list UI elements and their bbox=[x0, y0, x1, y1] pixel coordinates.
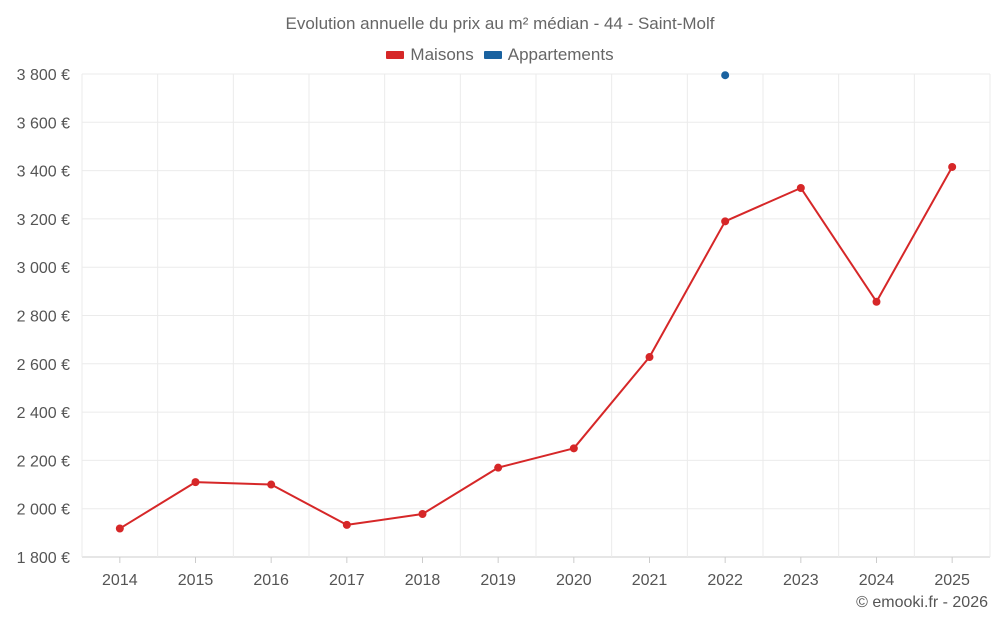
x-tick-label-2024: 2024 bbox=[859, 572, 895, 589]
x-tick-label-2023: 2023 bbox=[783, 572, 819, 589]
x-axis: 2014 2015 2016 2017 2018 2019 2020 2021 2022 2023… bbox=[102, 557, 970, 589]
legend-item-maisons[interactable]: Maisons bbox=[386, 45, 474, 65]
data-point-maisons-2019 bbox=[494, 463, 503, 472]
x-tick-label-2025: 2025 bbox=[934, 572, 970, 589]
data-point-appartements-2022 bbox=[721, 71, 730, 80]
data-point-maisons-2024 bbox=[872, 297, 881, 306]
legend-label-appartements: Appartements bbox=[507, 45, 614, 64]
y-axis: 1 800 € 2 000 € 2 200 € 2 400 € 2 600 € 2 800… bbox=[17, 67, 70, 567]
chart-title: Evolution annuelle du prix au m² médian … bbox=[285, 14, 715, 33]
y-tick-label-2800: 2 800 € bbox=[17, 309, 70, 326]
data-point-maisons-2021 bbox=[645, 353, 654, 362]
y-tick-label-2400: 2 400 € bbox=[17, 405, 70, 422]
y-tick-label-3200: 3 200 € bbox=[17, 212, 70, 229]
data-point-maisons-2016 bbox=[267, 480, 276, 489]
data-point-maisons-2018 bbox=[418, 510, 427, 519]
y-tick-label-3400: 3 400 € bbox=[17, 164, 70, 181]
x-tick-label-2016: 2016 bbox=[253, 572, 289, 589]
legend-label-maisons: Maisons bbox=[410, 45, 474, 64]
x-tick-label-2018: 2018 bbox=[405, 572, 441, 589]
credit-text: © emooki.fr - 2026 bbox=[856, 594, 988, 611]
data-point-maisons-2020 bbox=[569, 444, 578, 453]
data-point-maisons-2025 bbox=[948, 162, 957, 171]
legend-swatch-maisons bbox=[386, 51, 405, 59]
y-tick-label-2600: 2 600 € bbox=[17, 357, 70, 374]
x-tick-label-2020: 2020 bbox=[556, 572, 592, 589]
legend: Maisons Appartements bbox=[0, 45, 1000, 65]
series-line-maisons bbox=[119, 166, 954, 530]
x-tick-label-2022: 2022 bbox=[707, 572, 743, 589]
data-point-maisons-2015 bbox=[191, 478, 200, 487]
y-tick-label-1800: 1 800 € bbox=[17, 550, 70, 567]
data-point-maisons-2017 bbox=[342, 520, 351, 529]
series-layer bbox=[115, 71, 957, 533]
data-point-maisons-2014 bbox=[115, 524, 124, 533]
y-tick-label-2200: 2 200 € bbox=[17, 453, 70, 470]
x-tick-label-2021: 2021 bbox=[632, 572, 668, 589]
x-tick-label-2014: 2014 bbox=[102, 572, 138, 589]
y-tick-label-3600: 3 600 € bbox=[17, 115, 70, 132]
grid bbox=[81, 73, 991, 558]
y-tick-label-3800: 3 800 € bbox=[17, 67, 70, 84]
legend-item-appartements[interactable]: Appartements bbox=[483, 45, 614, 65]
legend-swatch-appartements bbox=[483, 51, 502, 59]
y-tick-label-3000: 3 000 € bbox=[17, 260, 70, 277]
data-point-maisons-2022 bbox=[721, 217, 730, 226]
x-tick-label-2019: 2019 bbox=[480, 572, 516, 589]
y-tick-label-2000: 2 000 € bbox=[17, 502, 70, 519]
x-tick-label-2015: 2015 bbox=[178, 572, 214, 589]
data-point-maisons-2023 bbox=[796, 183, 805, 192]
x-tick-label-2017: 2017 bbox=[329, 572, 365, 589]
